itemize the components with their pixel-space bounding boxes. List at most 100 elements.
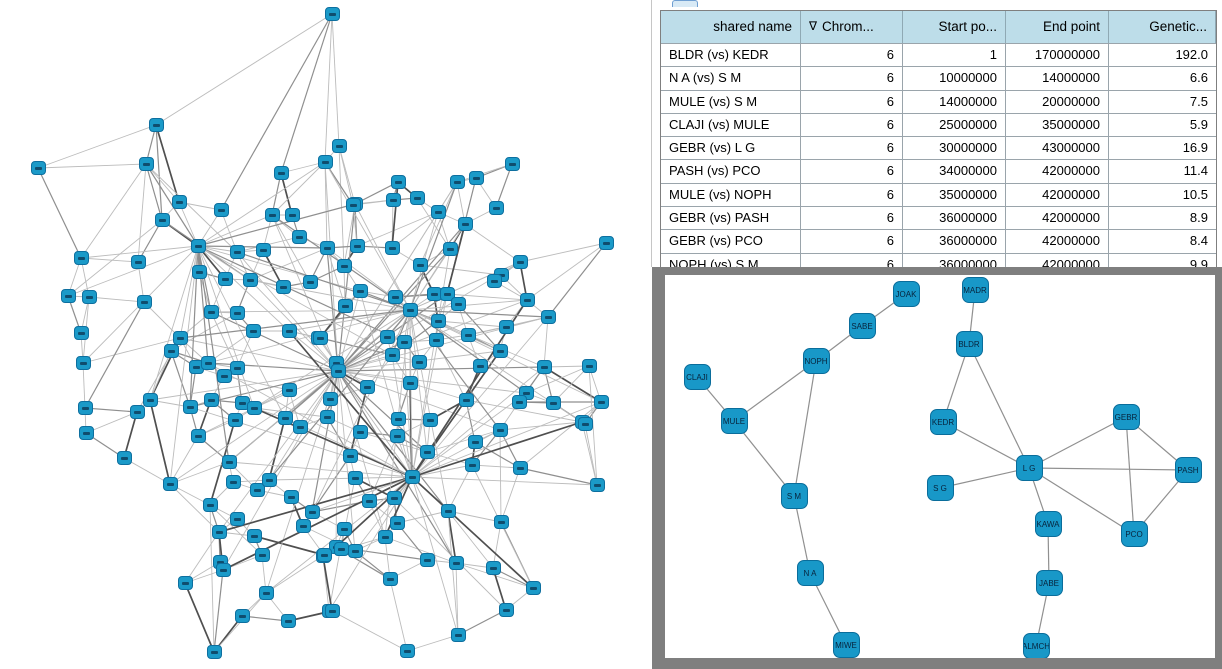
main-network-node[interactable]: [163, 344, 179, 358]
sub-network-edge[interactable]: [1028, 467, 1135, 535]
main-network-node[interactable]: [448, 556, 464, 570]
main-network-node[interactable]: [188, 360, 204, 374]
main-network-node[interactable]: [598, 236, 614, 250]
main-network-edge[interactable]: [84, 407, 138, 413]
main-network-node[interactable]: [460, 328, 476, 342]
main-network-edge[interactable]: [197, 245, 361, 292]
main-network-edge[interactable]: [223, 375, 290, 391]
main-network-node[interactable]: [386, 491, 402, 505]
main-network-node[interactable]: [457, 217, 473, 231]
main-network-node[interactable]: [450, 628, 466, 642]
table-cell[interactable]: 36000000: [903, 230, 1006, 253]
main-network-node[interactable]: [203, 305, 219, 319]
main-network-node[interactable]: [225, 475, 241, 489]
main-network-edge[interactable]: [184, 582, 215, 653]
table-cell[interactable]: 8.4: [1189, 233, 1208, 249]
main-network-edge[interactable]: [543, 366, 602, 403]
main-network-edge[interactable]: [411, 476, 598, 486]
main-network-edge[interactable]: [409, 309, 428, 453]
table-cell[interactable]: 11.4: [1183, 163, 1208, 179]
main-network-edge[interactable]: [324, 161, 328, 249]
main-network-edge[interactable]: [210, 311, 238, 369]
table-cell[interactable]: 1: [903, 44, 1006, 67]
table-cell[interactable]: 6: [801, 183, 903, 207]
main-network-node[interactable]: [142, 393, 158, 407]
main-network-node[interactable]: [138, 157, 154, 171]
main-network-node[interactable]: [352, 425, 368, 439]
main-network-node[interactable]: [331, 139, 347, 153]
main-network-node[interactable]: [258, 586, 274, 600]
main-network-node[interactable]: [302, 275, 318, 289]
table-cell[interactable]: 35000000: [1006, 113, 1109, 137]
sub-network-node-kawa[interactable]: KAWA: [1034, 511, 1062, 537]
main-network-edge[interactable]: [207, 309, 411, 364]
main-network-node[interactable]: [450, 297, 466, 311]
main-network-edge[interactable]: [588, 365, 598, 486]
table-cell[interactable]: GEBR (vs) PCO: [661, 230, 801, 253]
main-network-edge[interactable]: [349, 386, 368, 457]
main-network-edge[interactable]: [169, 461, 230, 485]
main-network-node[interactable]: [281, 324, 297, 338]
main-network-edge[interactable]: [409, 181, 458, 311]
main-network-node[interactable]: [545, 396, 561, 410]
main-network-node[interactable]: [275, 280, 291, 294]
main-network-edge[interactable]: [456, 163, 513, 183]
main-network-edge[interactable]: [411, 476, 459, 636]
table-cell[interactable]: MULE (vs) NOPH: [661, 183, 801, 207]
table-cell[interactable]: 6: [801, 90, 903, 113]
table-cell[interactable]: 6: [801, 67, 903, 90]
table-cell[interactable]: 42000000: [1006, 160, 1109, 183]
main-network-edge[interactable]: [457, 609, 507, 636]
main-network-node[interactable]: [73, 251, 89, 265]
main-network-node[interactable]: [200, 356, 216, 370]
main-network-node[interactable]: [379, 330, 395, 344]
table-cell[interactable]: 6: [801, 230, 903, 253]
main-network-node[interactable]: [324, 7, 340, 21]
main-network-node[interactable]: [384, 241, 400, 255]
main-network-node[interactable]: [217, 272, 233, 286]
main-network-edge[interactable]: [446, 293, 528, 301]
main-network-node[interactable]: [525, 581, 541, 595]
main-network-node[interactable]: [284, 208, 300, 222]
main-network-node[interactable]: [422, 413, 438, 427]
column-header-endpoint[interactable]: End point: [1006, 11, 1109, 43]
main-network-edge[interactable]: [197, 407, 255, 437]
sub-network-node-sg[interactable]: S G: [926, 475, 954, 501]
main-network-edge[interactable]: [337, 370, 527, 394]
main-network-edge[interactable]: [389, 578, 408, 652]
main-network-edge[interactable]: [253, 535, 325, 556]
main-network-node[interactable]: [467, 435, 483, 449]
main-network-edge[interactable]: [343, 203, 356, 267]
main-network-edge[interactable]: [288, 309, 411, 332]
main-network-node[interactable]: [347, 544, 363, 558]
main-network-edge[interactable]: [123, 411, 138, 459]
main-network-edge[interactable]: [82, 337, 181, 364]
main-network-edge[interactable]: [85, 411, 138, 434]
main-network-node[interactable]: [593, 395, 609, 409]
table-row[interactable]: PASH (vs) PCO 6 34000000 42000000 11.4: [661, 159, 1216, 183]
table-row[interactable]: CLAJI (vs) MULE 6 25000000 35000000 5.9: [661, 112, 1216, 137]
main-network-node[interactable]: [246, 401, 262, 415]
main-network-edge[interactable]: [419, 181, 458, 266]
table-cell[interactable]: 42000000: [1006, 183, 1109, 207]
main-network-node[interactable]: [280, 614, 296, 628]
main-network-edge[interactable]: [543, 316, 549, 368]
main-network-node[interactable]: [430, 205, 446, 219]
main-network-node[interactable]: [254, 548, 270, 562]
main-network-edge[interactable]: [359, 290, 413, 478]
main-network-edge[interactable]: [220, 13, 333, 211]
sub-network-canvas[interactable]: JOAK MADR SABE NOPH CLAJI BLDR MULE KEDR GEBR L G…: [665, 275, 1215, 658]
main-network-edge[interactable]: [207, 330, 254, 364]
main-network-node[interactable]: [316, 548, 332, 562]
main-network-edge[interactable]: [84, 301, 145, 409]
main-network-edge[interactable]: [37, 167, 82, 259]
table-cell[interactable]: BLDR (vs) KEDR: [661, 44, 801, 67]
table-cell[interactable]: 43000000: [1006, 137, 1109, 160]
main-network-node[interactable]: [492, 423, 508, 437]
table-cell[interactable]: 25000000: [903, 113, 1006, 137]
main-network-node[interactable]: [255, 243, 271, 257]
table-row[interactable]: GEBR (vs) PASH 6 36000000 42000000 8.9: [661, 206, 1216, 230]
column-header-genetic[interactable]: Genetic...: [1109, 11, 1216, 43]
main-network-node[interactable]: [148, 118, 164, 132]
main-network-edge[interactable]: [37, 124, 157, 169]
